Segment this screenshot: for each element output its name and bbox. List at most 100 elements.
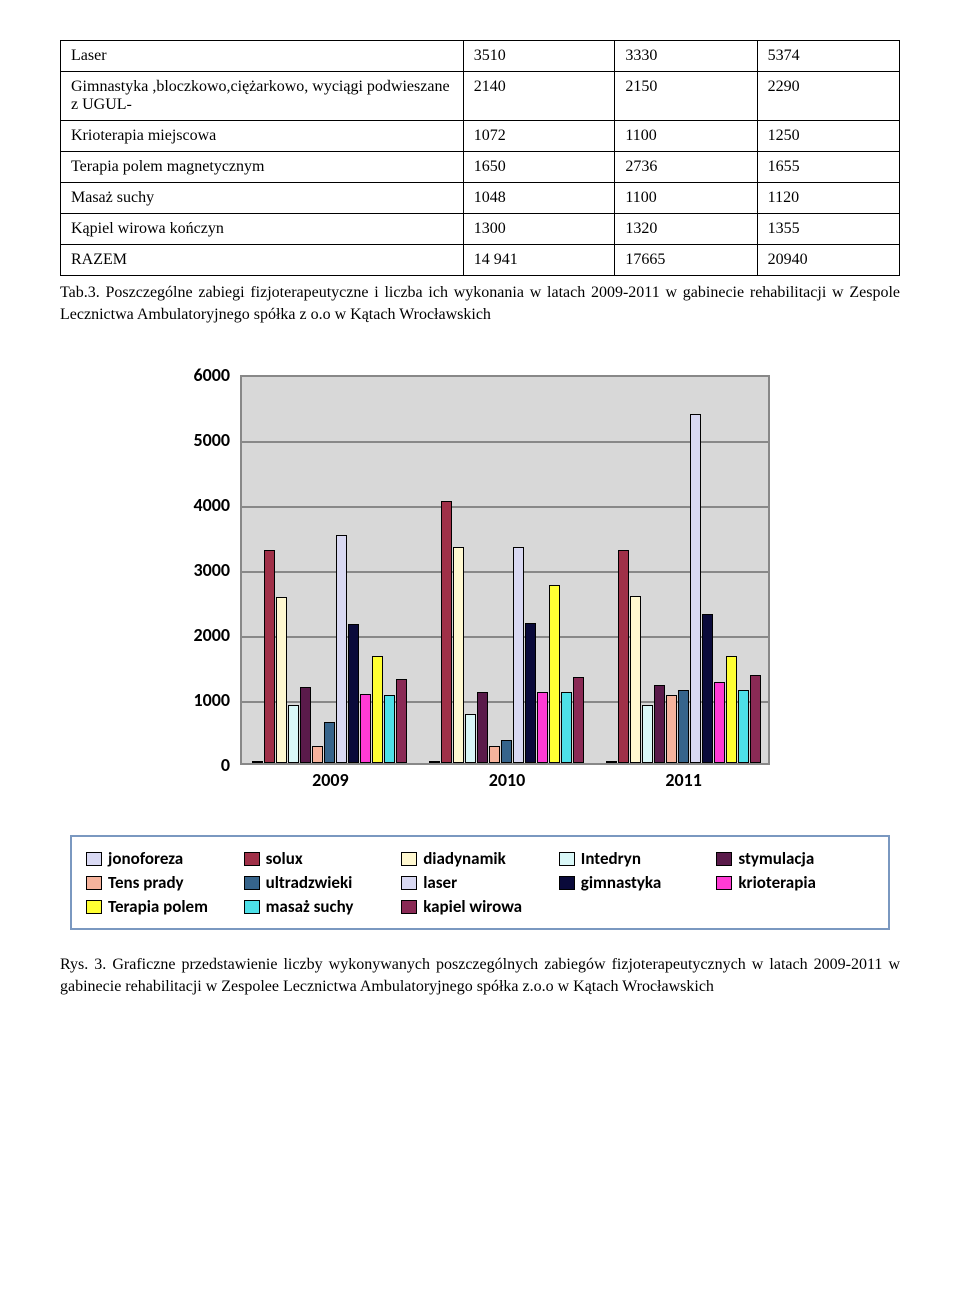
bar: [537, 692, 548, 764]
bar: [726, 656, 737, 764]
row-label: Gimnastyka ,bloczkowo,ciężarkowo, wyciąg…: [61, 72, 464, 121]
legend-row: Terapia polemmasaż suchykapiel wirowa: [86, 896, 874, 917]
row-value: 3510: [463, 41, 615, 72]
bar: [441, 501, 452, 763]
bar: [654, 685, 665, 763]
row-value: 20940: [757, 245, 899, 276]
legend-item: diadynamik: [401, 848, 559, 869]
row-value: 1320: [615, 214, 757, 245]
legend-item: laser: [401, 872, 559, 893]
legend-swatch: [559, 876, 575, 890]
legend-swatch: [86, 852, 102, 866]
row-value: 1655: [757, 152, 899, 183]
bar: [678, 690, 689, 763]
bar: [396, 679, 407, 764]
bar: [489, 746, 500, 764]
legend-swatch: [401, 900, 417, 914]
figure-caption: Rys. 3. Graficzne przedstawienie liczby …: [60, 954, 900, 997]
row-label: Masaż suchy: [61, 183, 464, 214]
legend-item: solux: [244, 848, 402, 869]
bar: [702, 614, 713, 763]
bar: [690, 414, 701, 763]
legend-label: masaż suchy: [266, 896, 354, 917]
bar: [573, 677, 584, 763]
bar: [477, 692, 488, 764]
bar: [336, 535, 347, 763]
y-tick-label: 0: [170, 754, 230, 776]
legend-label: kapiel wirowa: [423, 896, 522, 917]
bar: [738, 690, 749, 763]
bar: [525, 623, 536, 763]
legend-swatch: [244, 876, 260, 890]
row-value: 3330: [615, 41, 757, 72]
legend-label: stymulacja: [738, 848, 814, 869]
y-tick-label: 1000: [170, 689, 230, 711]
legend-label: krioterapia: [738, 872, 816, 893]
bar: [618, 550, 629, 763]
legend-label: diadynamik: [423, 848, 506, 869]
row-value: 2150: [615, 72, 757, 121]
legend-swatch: [716, 876, 732, 890]
legend-swatch: [559, 852, 575, 866]
bar: [252, 761, 263, 763]
bar-group: [606, 414, 762, 763]
legend-swatch: [401, 852, 417, 866]
row-label: Laser: [61, 41, 464, 72]
legend-label: Intedryn: [581, 848, 641, 869]
y-tick-label: 5000: [170, 429, 230, 451]
row-value: 14 941: [463, 245, 615, 276]
x-category-label: 2009: [252, 769, 408, 791]
bar: [606, 761, 617, 763]
row-value: 1355: [757, 214, 899, 245]
legend-swatch: [244, 900, 260, 914]
table-row: Masaż suchy104811001120: [61, 183, 900, 214]
bar: [384, 695, 395, 763]
legend-item: Intedryn: [559, 848, 717, 869]
bar: [549, 585, 560, 763]
table-row: Krioterapia miejscowa107211001250: [61, 121, 900, 152]
row-value: 2290: [757, 72, 899, 121]
bar: [630, 596, 641, 764]
row-value: 17665: [615, 245, 757, 276]
legend-item: krioterapia: [716, 872, 874, 893]
bar: [288, 705, 299, 764]
table-row: RAZEM14 9411766520940: [61, 245, 900, 276]
x-category-label: 2010: [429, 769, 585, 791]
row-value: 1120: [757, 183, 899, 214]
legend-item: masaż suchy: [244, 896, 402, 917]
legend-item: stymulacja: [716, 848, 874, 869]
row-value: 1072: [463, 121, 615, 152]
table-row: Terapia polem magnetycznym165027361655: [61, 152, 900, 183]
bar: [642, 705, 653, 764]
legend-label: Tens prady: [108, 872, 184, 893]
y-tick-label: 3000: [170, 559, 230, 581]
bar: [666, 695, 677, 763]
row-label: Krioterapia miejscowa: [61, 121, 464, 152]
legend-row: Tens prady ultradzwieki laser gimnastyka kri…: [86, 872, 874, 893]
chart-legend: jonoforeza solux diadynamik Intedryn stymula…: [70, 835, 890, 930]
legend-swatch: [244, 852, 260, 866]
row-value: 5374: [757, 41, 899, 72]
bar: [513, 547, 524, 763]
row-value: 2736: [615, 152, 757, 183]
bar: [360, 694, 371, 764]
bar: [372, 656, 383, 763]
bar: [453, 547, 464, 763]
legend-label: laser: [423, 872, 457, 893]
legend-label: jonoforeza: [108, 848, 183, 869]
bar: [501, 740, 512, 763]
bar: [312, 746, 323, 763]
row-value: 1100: [615, 183, 757, 214]
bar: [465, 714, 476, 763]
legend-label: gimnastyka: [581, 872, 661, 893]
bar: [300, 687, 311, 763]
y-tick-label: 2000: [170, 624, 230, 646]
table-row: Laser351033305374: [61, 41, 900, 72]
bar-group: [252, 535, 408, 763]
legend-item: kapiel wirowa: [401, 896, 559, 917]
chart-container: 200920102011 0100020003000400050006000: [60, 365, 900, 805]
legend-item: gimnastyka: [559, 872, 717, 893]
legend-swatch: [86, 900, 102, 914]
y-tick-label: 4000: [170, 494, 230, 516]
legend-label: ultradzwieki: [266, 872, 353, 893]
